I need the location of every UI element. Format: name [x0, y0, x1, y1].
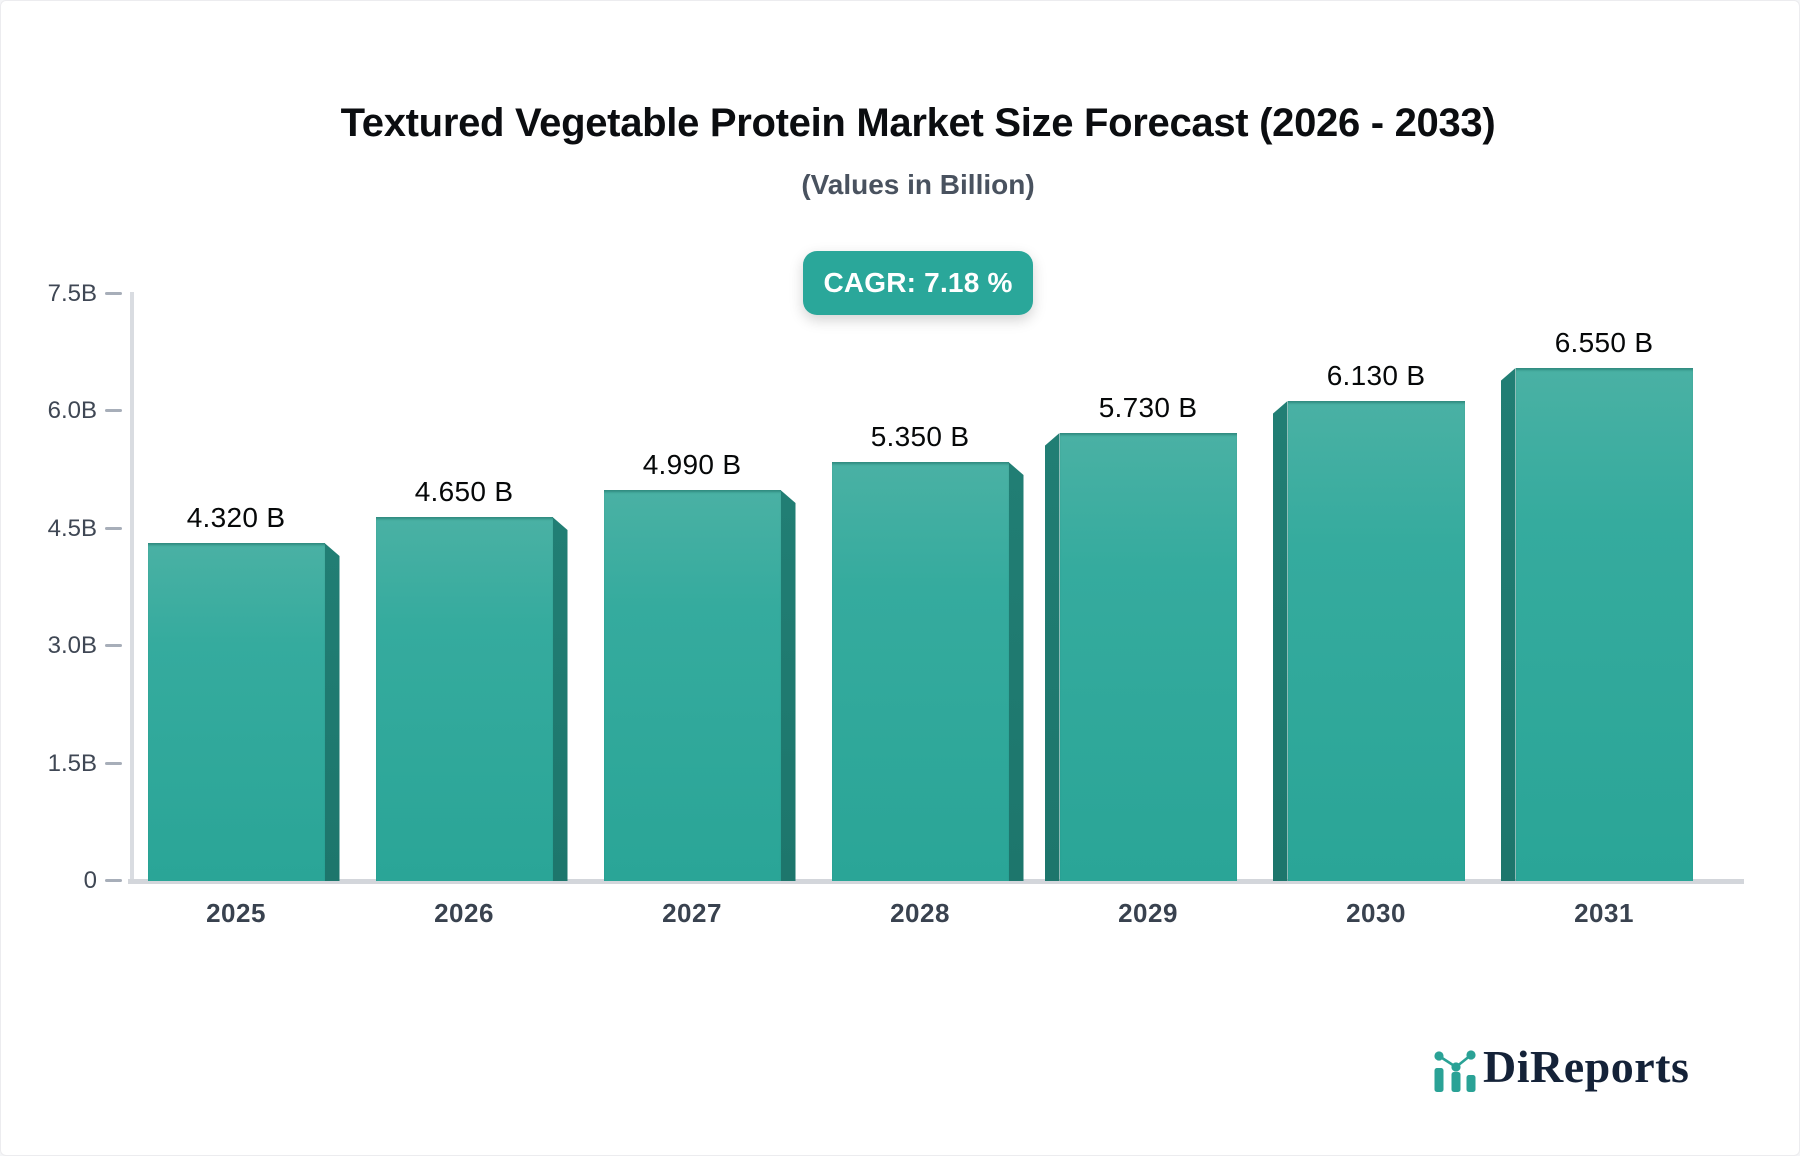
x-axis-line — [128, 879, 1744, 884]
bar-face — [831, 462, 1009, 881]
y-axis-tick-mark — [105, 762, 122, 765]
cagr-badge: CAGR: 7.18 % — [803, 251, 1033, 315]
bar-value-label: 5.350 B — [870, 421, 970, 452]
bar-side — [780, 490, 796, 881]
brand-logo: DiReports — [1429, 1039, 1689, 1095]
y-axis-tick-label: 4.5B — [47, 515, 97, 542]
chart-title: Textured Vegetable Protein Market Size F… — [340, 101, 1496, 145]
x-axis-label: 2025 — [206, 898, 266, 928]
y-axis-tick-mark — [105, 527, 122, 530]
y-axis-tick-label: 0 — [83, 867, 97, 894]
bar-chart-trend-icon — [1434, 1050, 1476, 1092]
bar-side — [552, 517, 568, 881]
bar-face — [603, 490, 781, 881]
y-axis-tick-mark — [105, 879, 122, 882]
bar-value-label: 4.320 B — [186, 502, 286, 533]
bar-value-label: 6.130 B — [1326, 360, 1426, 391]
y-axis-tick-mark — [105, 644, 122, 647]
bar-side — [324, 543, 340, 881]
bar-value-label: 5.730 B — [1098, 392, 1198, 423]
y-axis-tick-label: 7.5B — [47, 280, 97, 307]
bar-face — [147, 543, 325, 881]
brand-name: DiReports — [1483, 1041, 1690, 1092]
y-axis-tick-mark — [105, 292, 122, 295]
bar-side — [1008, 462, 1024, 881]
y-axis-tick-mark — [105, 409, 122, 412]
bar-value-label: 4.990 B — [642, 449, 742, 480]
bar-face — [375, 517, 553, 881]
bar-side — [1044, 433, 1060, 881]
y-axis-line — [130, 292, 134, 884]
y-axis-tick-label: 6.0B — [47, 397, 97, 424]
bar-face — [1515, 368, 1693, 881]
x-axis-label: 2029 — [1118, 898, 1178, 928]
y-axis-tick-label: 3.0B — [47, 632, 97, 659]
bar-face — [1287, 401, 1465, 881]
bar-value-label: 6.550 B — [1554, 327, 1654, 358]
x-axis-label: 2031 — [1574, 898, 1634, 928]
bar-side — [1500, 368, 1516, 881]
x-axis-label: 2027 — [662, 898, 722, 928]
bar-side — [1272, 401, 1288, 881]
x-axis-label: 2028 — [890, 898, 950, 928]
x-axis-label: 2030 — [1346, 898, 1406, 928]
bar-value-label: 4.650 B — [414, 476, 514, 507]
chart-subtitle: (Values in Billion) — [801, 169, 1035, 200]
y-axis-tick-label: 1.5B — [47, 750, 97, 777]
x-axis-label: 2026 — [434, 898, 494, 928]
bar-face — [1059, 433, 1237, 881]
